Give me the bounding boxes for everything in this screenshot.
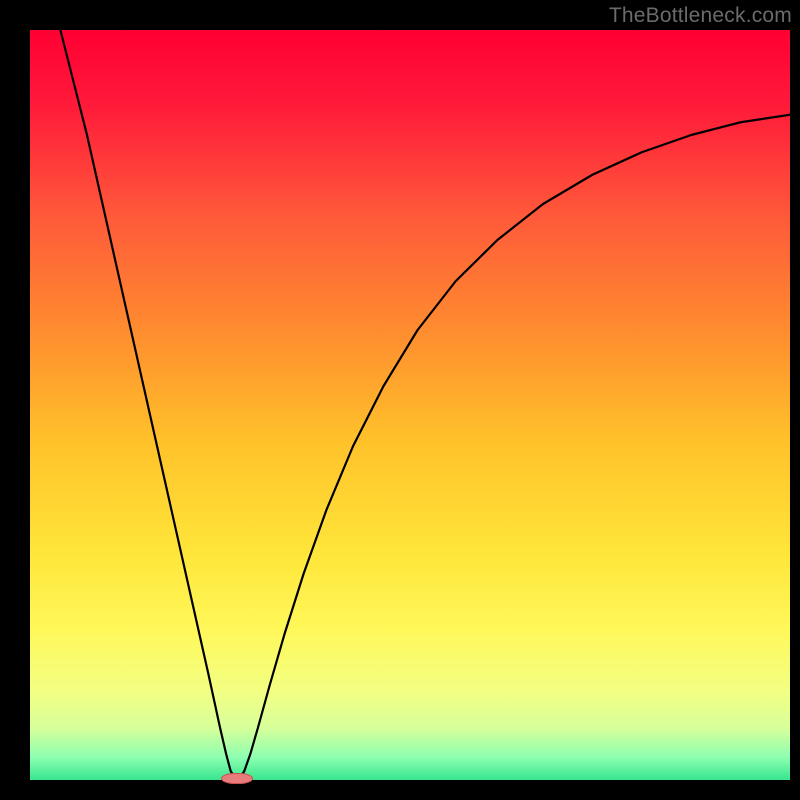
optimum-marker — [221, 773, 253, 784]
watermark-text: TheBottleneck.com — [609, 4, 792, 28]
plot-area — [30, 30, 790, 780]
curve-layer — [30, 30, 790, 780]
bottleneck-curve — [60, 30, 790, 779]
chart-container: TheBottleneck.com — [0, 0, 800, 800]
